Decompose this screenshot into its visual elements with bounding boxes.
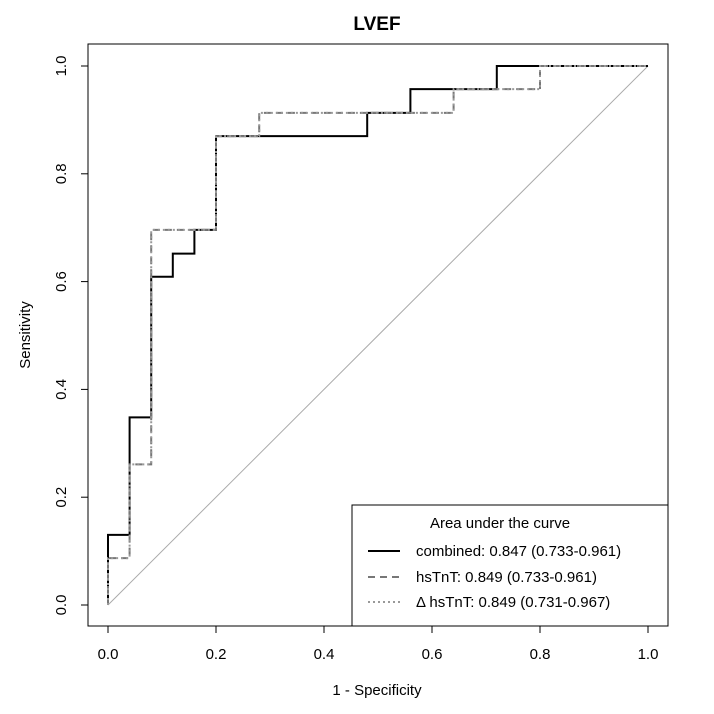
y-tick-label: 0.4	[53, 379, 70, 400]
y-tick-label: 1.0	[53, 56, 70, 77]
legend-box	[351, 504, 669, 627]
x-axis: 0.0 0.2 0.4 0.6 0.8 1.0	[98, 625, 659, 663]
y-tick-label: 0.6	[53, 271, 70, 292]
x-axis-label: 1 - Specificity	[332, 682, 422, 699]
legend-title: Area under the curve	[430, 515, 570, 532]
y-tick-label: 0.2	[53, 487, 70, 508]
legend-entry-hstnt: hsTnT: 0.849 (0.733-0.961)	[416, 569, 597, 586]
series-group	[107, 65, 648, 605]
x-tick-label: 1.0	[638, 646, 659, 663]
legend-entry-combined: combined: 0.847 (0.733-0.961)	[416, 543, 621, 560]
x-tick-label: 0.8	[530, 646, 551, 663]
roc-curve-dotted	[107, 65, 648, 605]
x-tick-label: 0.6	[422, 646, 443, 663]
y-tick-label: 0.8	[53, 163, 70, 184]
y-tick-label: 0.0	[53, 595, 70, 616]
diagonal-reference-line	[107, 65, 649, 606]
y-axis-label: Sensitivity	[17, 301, 34, 369]
y-axis: 0.0 0.2 0.4 0.6 0.8 1.0	[53, 56, 89, 616]
x-tick-label: 0.2	[206, 646, 227, 663]
x-tick-label: 0.4	[314, 646, 335, 663]
x-tick-label: 0.0	[98, 646, 119, 663]
legend: Area under the curve combined: 0.847 (0.…	[351, 504, 669, 627]
chart-title: LVEF	[353, 14, 400, 35]
legend-entry-delta-hstnt: Δ hsTnT: 0.849 (0.731-0.967)	[416, 594, 610, 611]
